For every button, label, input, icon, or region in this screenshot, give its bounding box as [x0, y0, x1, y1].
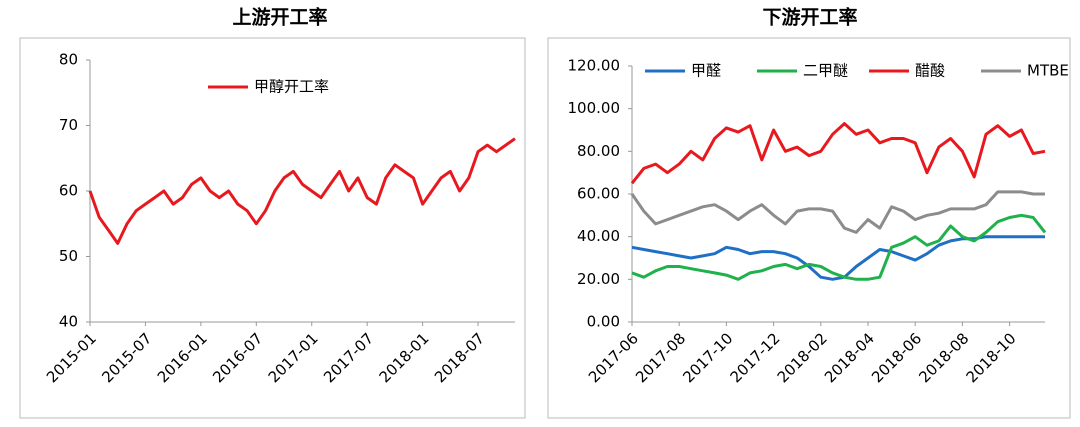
data-line: [630, 190, 1045, 234]
y-tick-label: 50: [59, 247, 78, 265]
x-tick-label: 2016-07: [209, 329, 266, 386]
y-tick-label: 60.00: [577, 185, 620, 203]
y-tick-label: 120.00: [568, 57, 621, 75]
x-tick-label: 2018-01: [376, 329, 433, 386]
data-line: [631, 213, 1047, 281]
x-tick-label: 2017-10: [679, 329, 736, 386]
x-tick-label: 2017-12: [727, 329, 784, 386]
y-tick-label: 80.00: [577, 142, 620, 160]
legend-label: 二甲醚: [803, 62, 848, 80]
x-tick-label: 2018-08: [915, 329, 972, 386]
x-tick-label: 2015-01: [43, 329, 100, 386]
x-tick-label: 2017-07: [320, 329, 377, 386]
y-tick-label: 70: [59, 116, 78, 134]
legend-label: 甲醛: [691, 62, 721, 80]
chart-title: 上游开工率: [232, 6, 327, 29]
x-tick-label: 2017-08: [632, 329, 689, 386]
x-tick-label: 2018-06: [868, 329, 925, 386]
y-tick-label: 100.00: [568, 99, 621, 117]
data-line: [630, 122, 1046, 185]
legend-label: 甲醇开工率: [254, 78, 329, 96]
panel-frame: [19, 37, 526, 419]
panel-frame: [547, 37, 1071, 419]
x-tick-label: 2018-04: [821, 329, 878, 386]
x-tick-label: 2018-07: [431, 329, 488, 386]
chart-title: 下游开工率: [762, 6, 857, 29]
y-tick-label: 0.00: [587, 313, 620, 331]
data-line: [631, 235, 1045, 281]
x-tick-label: 2015-07: [98, 329, 155, 386]
x-tick-label: 2018-10: [963, 329, 1020, 386]
y-tick-label: 80: [59, 51, 78, 69]
x-tick-label: 2016-01: [154, 329, 211, 386]
y-tick-label: 60: [59, 182, 78, 200]
y-tick-label: 40: [59, 313, 78, 331]
y-tick-label: 20.00: [577, 270, 620, 288]
y-tick-label: 40.00: [577, 227, 620, 245]
x-tick-label: 2017-06: [585, 329, 642, 386]
data-line: [88, 137, 516, 245]
x-tick-label: 2018-02: [774, 329, 831, 386]
legend-label: MTBE: [1027, 62, 1069, 80]
legend-label: 醋酸: [915, 62, 945, 80]
x-tick-label: 2017-01: [265, 329, 322, 386]
